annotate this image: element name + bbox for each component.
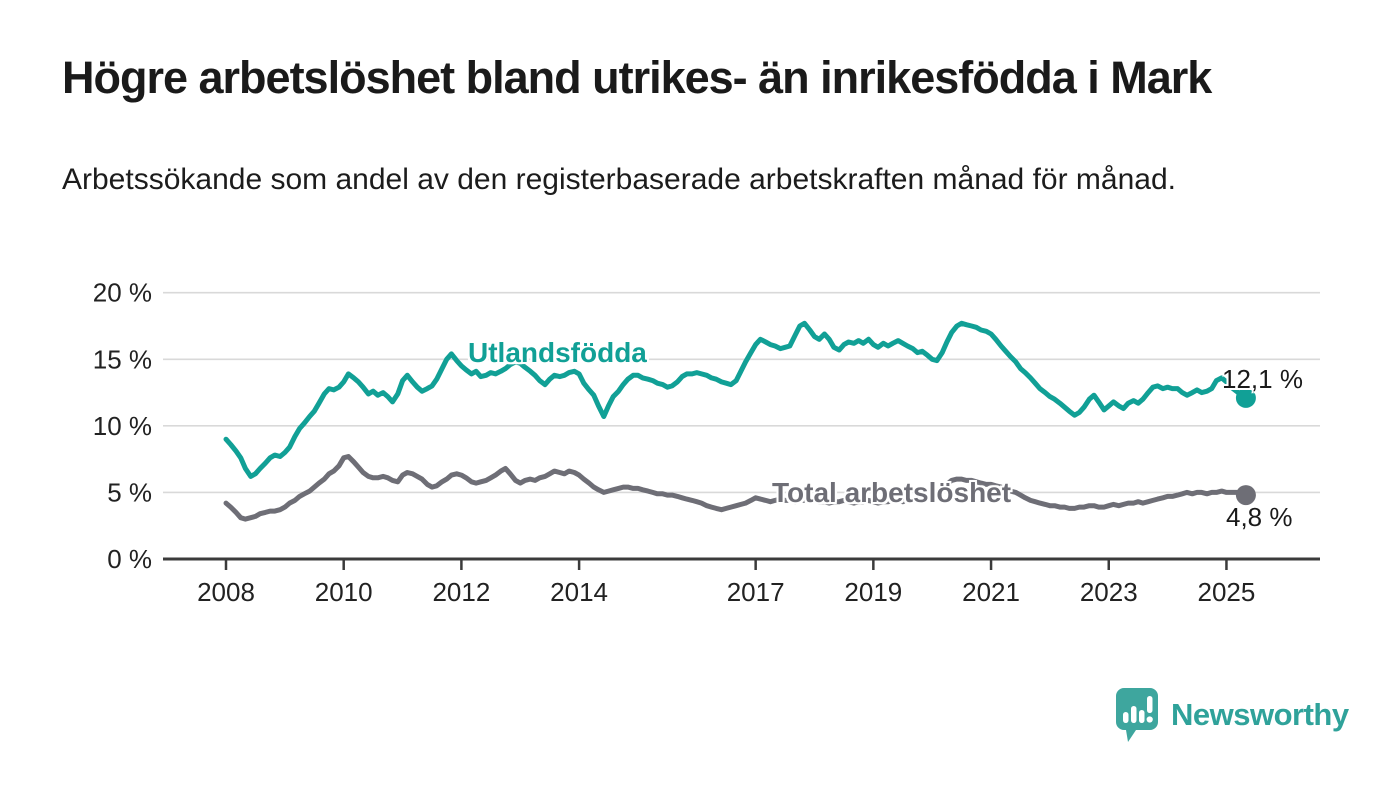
x-tick-label: 2010: [315, 577, 373, 607]
newsworthy-logo-icon: [1116, 688, 1158, 742]
x-tick-label: 2019: [844, 577, 902, 607]
x-tick-label: 2014: [550, 577, 608, 607]
end-value-label-utlandsfodda: 12,1 %: [1222, 364, 1303, 394]
series-end-dot-total-arbetsl-shet: [1235, 485, 1256, 506]
y-tick-label: 10 %: [93, 411, 152, 441]
x-tick-label: 2017: [727, 577, 785, 607]
logo-bar-3: [1139, 710, 1145, 723]
newsworthy-logo-text: Newsworthy: [1171, 697, 1349, 732]
logo-exclamation-dot: [1146, 716, 1153, 723]
logo-bar-1: [1123, 712, 1129, 723]
newsworthy-logo: Newsworthy: [1112, 686, 1349, 744]
series-label-utlandsfodda: Utlandsfödda: [468, 337, 647, 368]
x-tick-label: 2023: [1080, 577, 1138, 607]
y-tick-label: 20 %: [93, 278, 152, 308]
series-line-utlandsf-dda: [223, 320, 1249, 479]
x-tick-label: 2021: [962, 577, 1020, 607]
y-tick-label: 5 %: [107, 477, 152, 507]
logo-exclamation-stem: [1147, 696, 1153, 713]
y-tick-label: 15 %: [93, 344, 152, 374]
chart-subtitle: Arbetssökande som andel av den registerb…: [62, 163, 1176, 196]
series-line-total-arbetsl-shet: [223, 454, 1249, 522]
series-end-dot-utlandsf-dda: [1235, 387, 1256, 408]
end-value-label-total-arbetsloshet: 4,8 %: [1226, 502, 1293, 532]
series-label-total-arbetsloshet: Total arbetslöshet: [772, 477, 1012, 508]
logo-bubble-shape: [1116, 688, 1158, 742]
x-tick-label: 2008: [197, 577, 255, 607]
logo-bar-2: [1131, 706, 1137, 723]
x-tick-label: 2012: [432, 577, 490, 607]
x-tick-label: 2025: [1198, 577, 1256, 607]
y-tick-label: 0 %: [107, 544, 152, 574]
chart-title: Högre arbetslöshet bland utrikes- än inr…: [62, 52, 1212, 103]
